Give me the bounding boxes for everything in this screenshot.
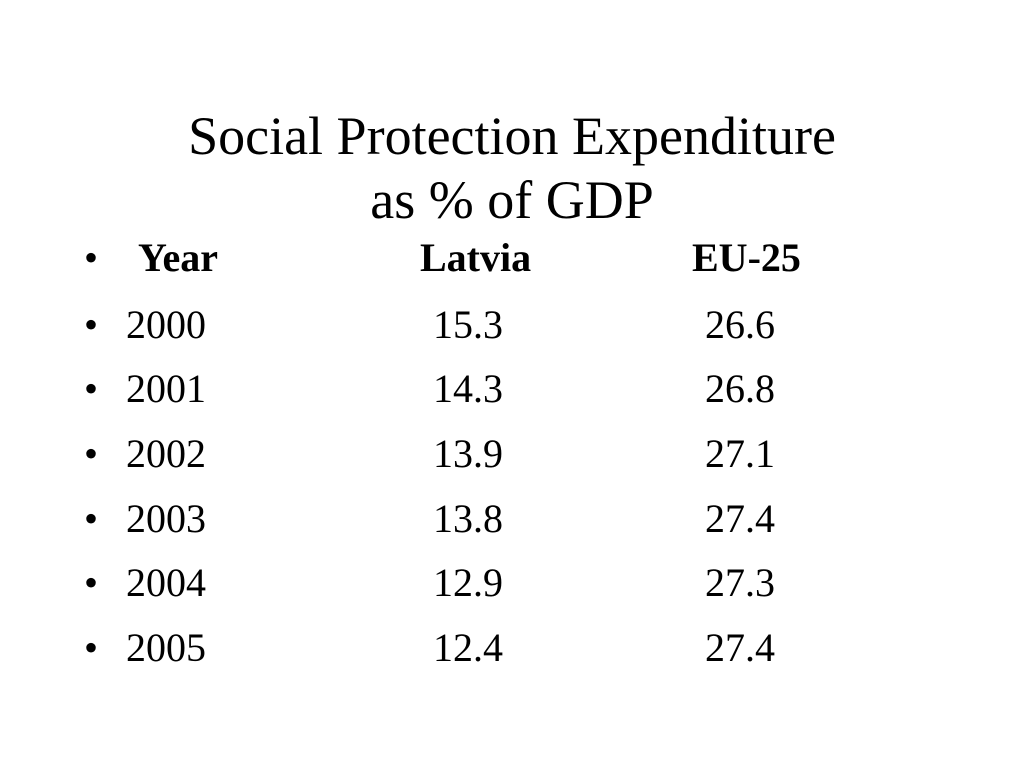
slide-title: Social Protection Expenditure as % of GD… [0, 104, 1024, 232]
eu25-cell: 27.4 [705, 496, 775, 541]
year-cell: 2000 [126, 302, 206, 347]
year-cell: 2004 [126, 560, 206, 605]
year-cell: 2005 [126, 625, 206, 670]
year-cell: 2003 [126, 496, 206, 541]
eu25-cell: 27.1 [705, 431, 775, 476]
bullet-icon: • [84, 302, 99, 347]
latvia-cell: 12.9 [433, 560, 503, 605]
table-row: • 2005 12.4 27.4 [0, 622, 1024, 674]
table-row: • 2002 13.9 27.1 [0, 428, 1024, 480]
bullet-icon: • [84, 560, 99, 605]
bullet-icon: • [84, 235, 99, 280]
table-row: • 2003 13.8 27.4 [0, 493, 1024, 545]
latvia-cell: 13.8 [433, 496, 503, 541]
eu25-cell: 26.6 [705, 302, 775, 347]
header-year: Year [138, 235, 218, 280]
header-eu25: EU-25 [692, 235, 801, 280]
table-row: • 2001 14.3 26.8 [0, 363, 1024, 415]
latvia-cell: 12.4 [433, 625, 503, 670]
bullet-icon: • [84, 625, 99, 670]
bullet-icon: • [84, 431, 99, 476]
year-cell: 2002 [126, 431, 206, 476]
year-cell: 2001 [126, 366, 206, 411]
latvia-cell: 14.3 [433, 366, 503, 411]
table-row: • 2004 12.9 27.3 [0, 557, 1024, 609]
latvia-cell: 15.3 [433, 302, 503, 347]
header-latvia: Latvia [420, 235, 532, 280]
bullet-icon: • [84, 496, 99, 541]
table-row: • 2000 15.3 26.6 [0, 299, 1024, 351]
table-header-row: • Year Latvia EU-25 [0, 232, 1024, 284]
title-line-1: Social Protection Expenditure [188, 106, 836, 167]
bullet-icon: • [84, 366, 99, 411]
latvia-cell: 13.9 [433, 431, 503, 476]
title-line-2: as % of GDP [370, 170, 654, 231]
eu25-cell: 27.4 [705, 625, 775, 670]
eu25-cell: 26.8 [705, 366, 775, 411]
eu25-cell: 27.3 [705, 560, 775, 605]
